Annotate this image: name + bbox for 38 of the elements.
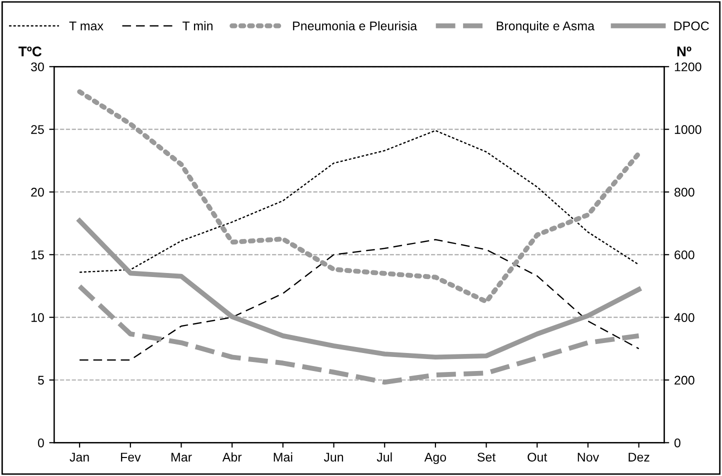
x-tick-label: Abr	[222, 452, 242, 462]
x-tick-label: Ago	[424, 452, 446, 464]
line-series	[78, 238, 640, 361]
x-tick-label: Jan	[70, 452, 89, 462]
y-tick-label: 10	[31, 313, 44, 322]
legend-label: T min	[182, 21, 212, 30]
legend-label: T max	[69, 22, 104, 30]
x-tick-label: Mar	[172, 452, 192, 462]
x-tick-label: Nov	[578, 452, 600, 462]
x-tick-label: Set	[477, 452, 496, 462]
x-tick-label: Dez	[628, 452, 650, 462]
line-series	[77, 89, 642, 304]
legend-label: Bronquite e Asma	[496, 21, 595, 33]
y-tick-label: 0	[38, 438, 44, 448]
line-series	[78, 130, 640, 273]
y-axis-title: TºC	[18, 46, 42, 56]
line-series	[77, 284, 642, 385]
x-tick-label: Fev	[121, 452, 141, 462]
x-tick-label: Mai	[274, 452, 292, 462]
legend-label: Pneumonia e Pleurisia	[293, 21, 418, 30]
y-tick-label: 5	[38, 376, 44, 385]
line-series	[77, 218, 642, 360]
x-tick-label: Out	[528, 452, 548, 462]
y-tick-label: 30	[31, 62, 44, 72]
legend-label: DPOC	[674, 22, 709, 30]
y-tick-label: 25	[31, 125, 44, 134]
y-tick-label: 15	[31, 250, 44, 260]
x-tick-label: Jun	[324, 452, 344, 462]
y2-tick-label: 1000	[674, 125, 702, 134]
y2-tick-label: 600	[674, 250, 694, 260]
y2-tick-label: 0	[674, 438, 680, 448]
y2-tick-label: 800	[674, 188, 694, 197]
y2-axis-title: Nº	[677, 46, 692, 56]
y2-tick-label: 1200	[674, 62, 702, 72]
y-tick-label: 20	[31, 188, 44, 197]
y2-tick-label: 200	[674, 376, 694, 385]
y2-tick-label: 400	[674, 313, 694, 322]
x-tick-label: Jul	[376, 452, 392, 462]
